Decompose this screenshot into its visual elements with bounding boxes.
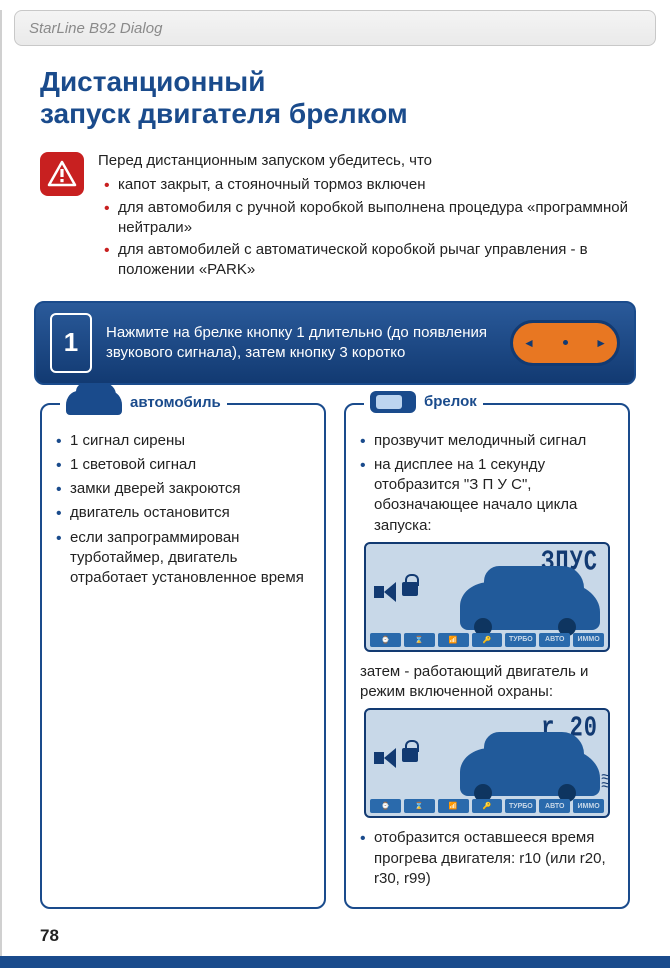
lcd-iconrow: ⌚ ⌛ 📶 🔑 ТУРБО АВТО ИММО	[370, 799, 604, 813]
lcd-tile: 📶	[438, 633, 469, 647]
step-text: Нажмите на брелке кнопку 1 длительно (до…	[106, 323, 496, 362]
lcd-tile: 📶	[438, 799, 469, 813]
lcd-tile: 🔑	[472, 633, 503, 647]
warning-item: для автомобилей с автоматической коробко…	[104, 240, 630, 281]
warning-list: капот закрыт, а стояночный тормоз включе…	[98, 175, 630, 280]
lcd-tile: ТУРБО	[505, 799, 536, 813]
lcd-tile: ТУРБО	[505, 633, 536, 647]
lcd-car-icon	[460, 748, 600, 796]
header-bar: StarLine B92 Dialog	[14, 10, 656, 46]
car-heading-text: автомобиль	[130, 394, 221, 411]
lcd-tile: АВТО	[539, 633, 570, 647]
lcd-tile: ИММО	[573, 799, 604, 813]
lcd-screen-1: ЗПУС ⌚ ⌛ 📶 🔑 ТУРБО АВТО ИММО	[364, 542, 610, 652]
step-band: 1 Нажмите на брелке кнопку 1 длительно (…	[34, 301, 636, 385]
remote-list-bottom: отобразится оставшееся время прогрева дв…	[360, 828, 614, 889]
lock-icon	[402, 582, 418, 596]
car-column-header: автомобиль	[60, 391, 227, 415]
lcd-iconrow: ⌚ ⌛ 📶 🔑 ТУРБО АВТО ИММО	[370, 633, 604, 647]
exhaust-icon: ≈≈	[601, 774, 610, 790]
lock-icon	[402, 748, 418, 762]
warning-icon	[40, 152, 84, 196]
remote-item: на дисплее на 1 секунду отобразится "З П…	[360, 455, 614, 536]
remote-item: прозвучит мелодичный сигнал	[360, 431, 614, 451]
warning-item: для автомобиля с ручной коробкой выполне…	[104, 198, 630, 239]
fob-arrow-right-icon: ►	[595, 336, 607, 350]
car-item: 1 световой сигнал	[56, 455, 310, 475]
car-item: 1 сигнал сирены	[56, 431, 310, 451]
lcd-tile: ⌚	[370, 799, 401, 813]
page-title: Дистанционный запуск двигателя брелком	[40, 66, 630, 130]
remote-column: брелок прозвучит мелодичный сигнал на ди…	[344, 403, 630, 910]
remote-heading-text: брелок	[424, 393, 477, 410]
lcd-tile: ⌛	[404, 799, 435, 813]
warning-block: Перед дистанционным запуском убедитесь, …	[40, 152, 630, 282]
remote-icon	[370, 391, 416, 413]
car-column: автомобиль 1 сигнал сирены 1 световой си…	[40, 403, 326, 910]
lcd-tile: ИММО	[573, 633, 604, 647]
speaker-icon	[374, 748, 398, 768]
warning-lead: Перед дистанционным запуском убедитесь, …	[98, 152, 630, 169]
car-item: если запрограммирован турботаймер, двига…	[56, 528, 310, 589]
car-item: замки дверей закроются	[56, 479, 310, 499]
step-number: 1	[50, 313, 92, 373]
fob-arrow-left-icon: ◄	[523, 336, 535, 350]
product-name: StarLine B92 Dialog	[29, 20, 162, 37]
keyfob-illustration: ◄ ►	[510, 320, 620, 366]
lcd-tile: 🔑	[472, 799, 503, 813]
car-icon	[66, 391, 122, 415]
page-number: 78	[40, 926, 59, 946]
speaker-icon	[374, 582, 398, 602]
car-list: 1 сигнал сирены 1 световой сигнал замки …	[56, 431, 310, 589]
fob-dot-icon	[563, 340, 568, 345]
remote-column-header: брелок	[364, 391, 483, 413]
remote-list-top: прозвучит мелодичный сигнал на дисплее н…	[360, 431, 614, 536]
lcd-tile: ⌚	[370, 633, 401, 647]
car-item: двигатель остановится	[56, 503, 310, 523]
lcd-screen-2: r 20 ≈≈ ⌚ ⌛ 📶 🔑 ТУРБО АВТО ИММО	[364, 708, 610, 818]
lcd-tile: ⌛	[404, 633, 435, 647]
remote-item: отобразится оставшееся время прогрева дв…	[360, 828, 614, 889]
lcd-tile: АВТО	[539, 799, 570, 813]
remote-mid-text: затем - работающий двигатель и режим вкл…	[360, 662, 614, 703]
warning-item: капот закрыт, а стояночный тормоз включе…	[104, 175, 630, 195]
lcd-car-icon	[460, 582, 600, 630]
